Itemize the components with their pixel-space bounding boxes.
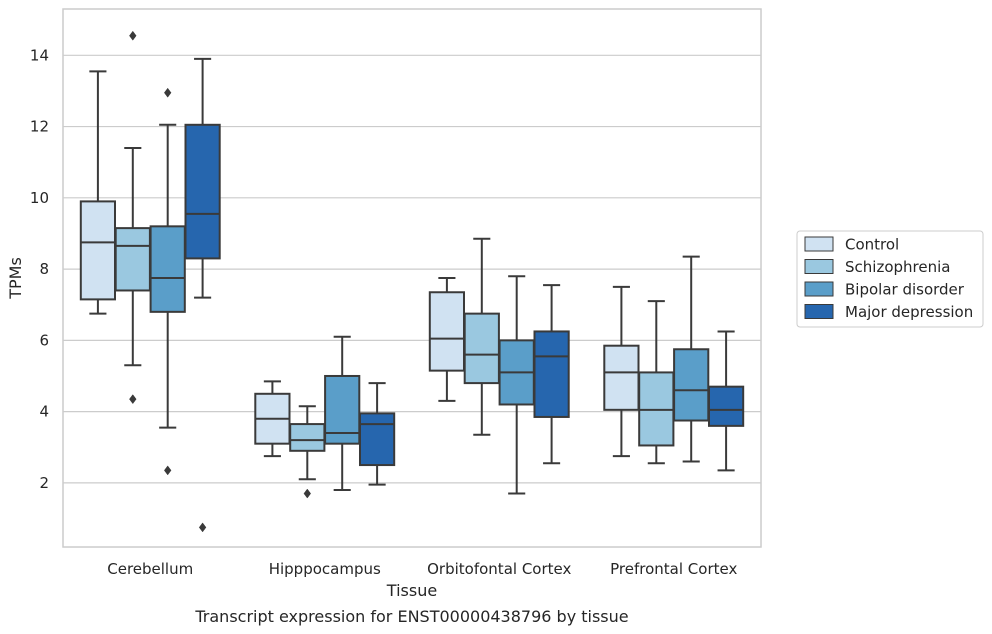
- outlier-point: [129, 30, 137, 41]
- x-tick-label: Orbitofontal Cortex: [427, 560, 571, 578]
- legend-frame: [796, 230, 984, 328]
- iqr-box: [707, 385, 745, 427]
- outlier-point: [303, 488, 311, 499]
- iqr-box: [184, 123, 221, 260]
- box-2-1: [463, 237, 500, 436]
- x-tick-label: Prefrontal Cortex: [610, 560, 737, 578]
- iqr-box: [358, 412, 396, 467]
- y-tick-label: 12: [30, 118, 49, 136]
- y-tick-label: 6: [39, 331, 49, 349]
- y-axis-label: TPMs: [6, 257, 25, 300]
- box-0-1: [114, 30, 151, 405]
- y-tick-label: 4: [39, 403, 49, 421]
- x-tick-label: Hipppocampus: [269, 560, 381, 578]
- legend-swatch: [804, 259, 834, 274]
- box-3-3: [707, 330, 745, 472]
- legend-label: Control: [845, 236, 899, 254]
- outlier-point: [129, 394, 137, 405]
- y-tick-label: 14: [30, 46, 49, 64]
- box-2-3: [533, 284, 570, 465]
- legend-label: Major depression: [845, 303, 973, 321]
- y-tick-labels: 2 4 6 8 10 12 14: [30, 46, 49, 492]
- iqr-box: [79, 200, 117, 301]
- x-tick-label: Cerebellum: [107, 560, 193, 578]
- y-tick-label: 2: [39, 474, 49, 492]
- box-1-2: [324, 335, 361, 491]
- box-0-3: [184, 57, 221, 533]
- box-3-2: [673, 255, 710, 463]
- box-2-0: [428, 277, 466, 402]
- x-axis-label: Tissue: [386, 581, 437, 600]
- x-tick-labels: Cerebellum Hipppocampus Orbitofontal Corte…: [107, 560, 737, 578]
- iqr-box: [289, 423, 326, 452]
- iqr-box: [114, 227, 151, 292]
- iqr-box: [149, 225, 186, 313]
- iqr-box: [428, 291, 466, 372]
- outlier-point: [198, 522, 207, 533]
- legend-swatch: [804, 304, 834, 319]
- legend-swatch: [804, 281, 834, 297]
- box-1-0: [254, 380, 291, 458]
- box-groups: [79, 30, 745, 533]
- y-tick-label: 10: [30, 189, 49, 207]
- legend-label: Schizophrenia: [845, 258, 950, 276]
- box-3-0: [603, 285, 640, 458]
- iqr-box: [673, 348, 710, 422]
- box-0-2: [149, 87, 186, 476]
- iqr-box: [463, 312, 500, 385]
- iqr-box: [533, 330, 570, 418]
- box-1-3: [358, 382, 396, 486]
- legend-swatch: [804, 236, 834, 252]
- outlier-point: [164, 465, 172, 476]
- y-tick-label: 8: [39, 260, 49, 278]
- plot-frame: [62, 8, 762, 548]
- outlier-point: [164, 87, 172, 98]
- chart-caption: Transcript expression for ENST0000043879…: [194, 607, 628, 626]
- legend-label: Bipolar disorder: [845, 281, 965, 299]
- iqr-box: [603, 344, 640, 411]
- box-2-2: [498, 275, 535, 495]
- legend: Control Schizophrenia Bipolar disorder Majo…: [796, 230, 984, 328]
